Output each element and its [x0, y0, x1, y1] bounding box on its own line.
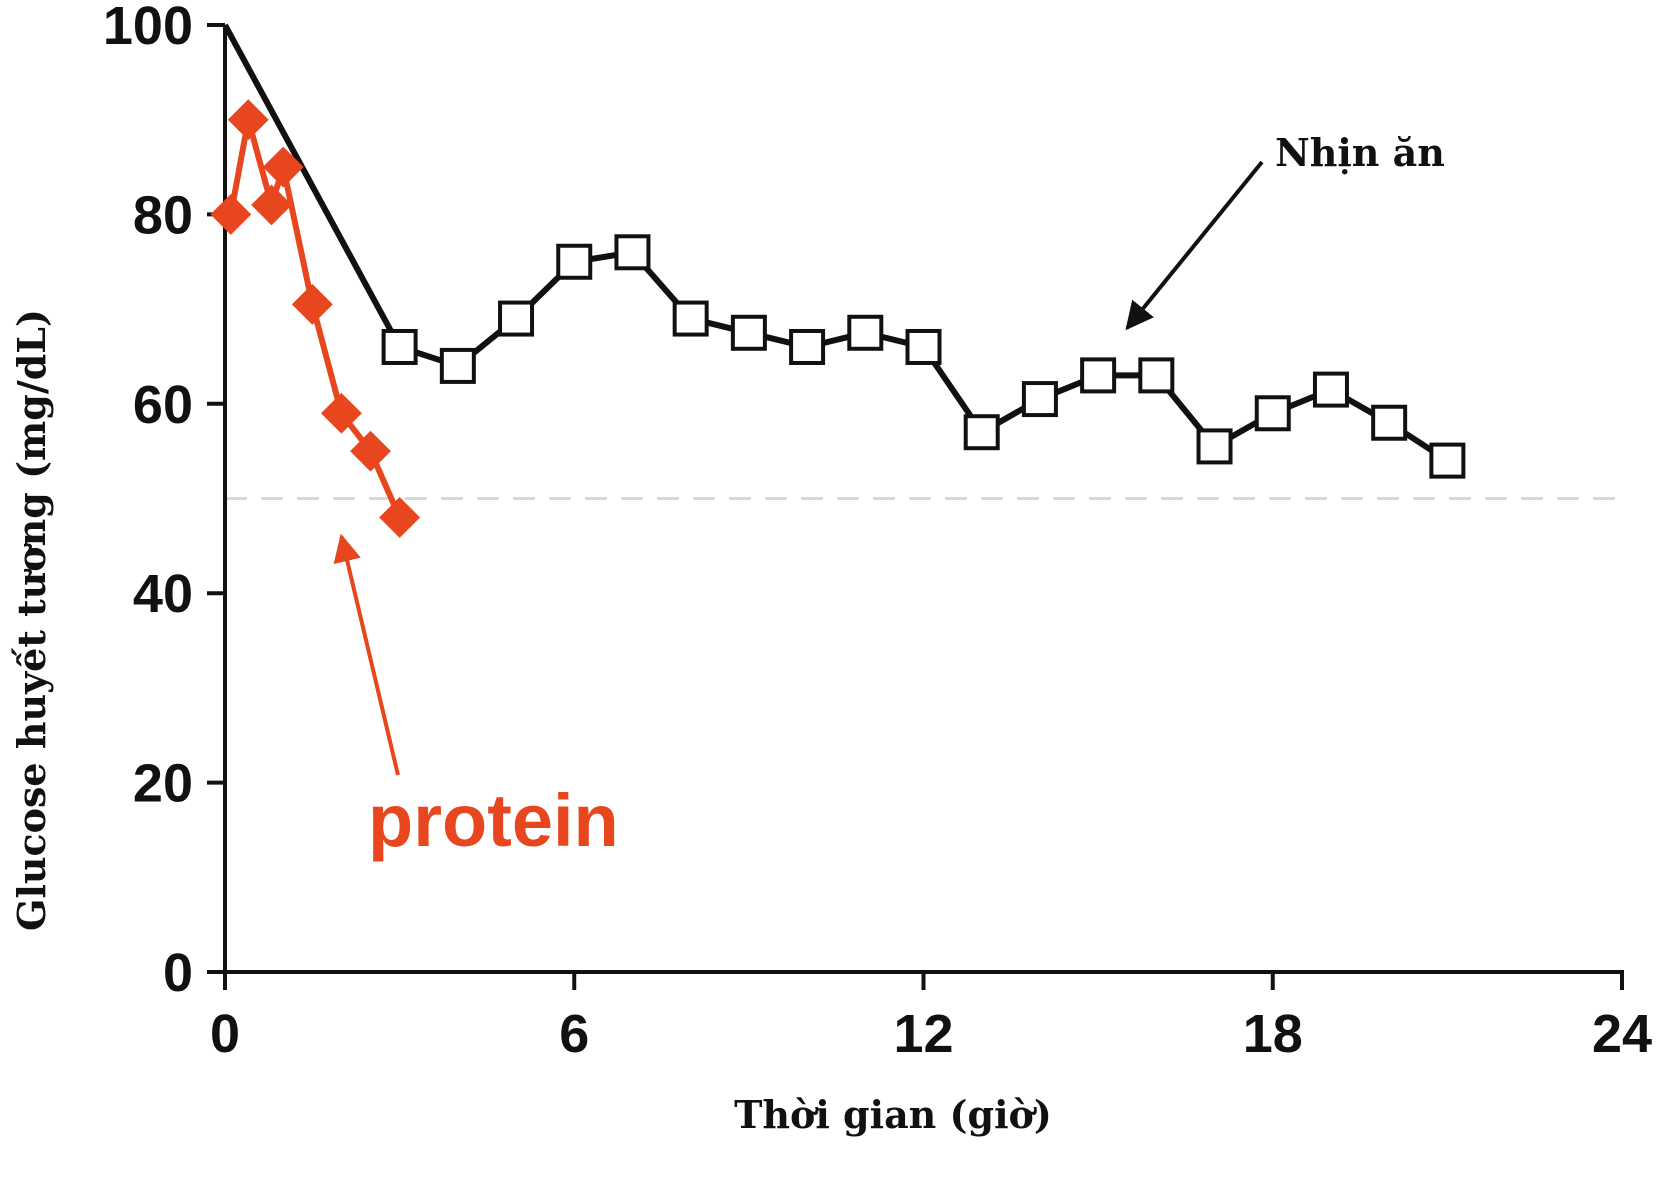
- data-point: [1371, 404, 1408, 441]
- data-point: [381, 328, 418, 365]
- protein-arrow: [333, 533, 400, 776]
- data-point: [251, 184, 292, 226]
- data-point: [262, 146, 304, 188]
- series-1: [210, 99, 421, 538]
- fasting-arrow: [1125, 160, 1264, 331]
- data-point: [498, 300, 535, 337]
- y-ticks: 0 20 40 60 80 100: [103, 0, 225, 1003]
- x-tick-label: 0: [210, 1004, 240, 1064]
- data-point: [730, 314, 767, 351]
- data-point: [1080, 357, 1117, 394]
- y-tick-label: 80: [133, 185, 193, 245]
- x-tick-label: 18: [1243, 1004, 1303, 1064]
- data-point: [556, 243, 593, 280]
- data-point: [1021, 381, 1058, 418]
- data-point: [227, 99, 269, 141]
- data-point: [379, 497, 421, 538]
- data-point: [1312, 371, 1349, 408]
- data-point: [350, 430, 391, 472]
- data-point: [291, 283, 333, 325]
- x-tick-label: 6: [559, 1004, 589, 1064]
- x-tick-label: 24: [1592, 1004, 1652, 1064]
- data-point: [905, 328, 942, 365]
- data-point: [789, 328, 826, 365]
- data-point: [439, 347, 476, 384]
- data-point: [1429, 442, 1466, 479]
- data-point: [963, 414, 1000, 451]
- data-point: [1138, 357, 1175, 394]
- data-point: [847, 314, 884, 351]
- series-layer: [210, 23, 1466, 538]
- x-axis-title: Thời gian (giờ): [734, 1092, 1052, 1137]
- data-point: [614, 234, 651, 271]
- data-point: [1254, 395, 1291, 432]
- y-tick-label: 20: [133, 754, 193, 814]
- data-point: [210, 193, 252, 235]
- series-0: [222, 23, 1466, 479]
- y-tick-label: 40: [133, 564, 193, 624]
- fasting-label: Nhịn ăn: [1275, 130, 1445, 175]
- data-point: [1196, 428, 1233, 465]
- x-ticks: 0 6 12 18 24: [210, 972, 1652, 1064]
- y-axis-title: Glucose huyết tương (mg/dL): [9, 309, 54, 931]
- y-tick-label: 0: [163, 943, 193, 1003]
- data-point: [672, 300, 709, 337]
- data-point: [321, 392, 362, 434]
- x-tick-label: 12: [893, 1004, 953, 1064]
- protein-label: protein: [368, 779, 619, 862]
- y-tick-label: 100: [103, 0, 193, 56]
- y-tick-label: 60: [133, 375, 193, 435]
